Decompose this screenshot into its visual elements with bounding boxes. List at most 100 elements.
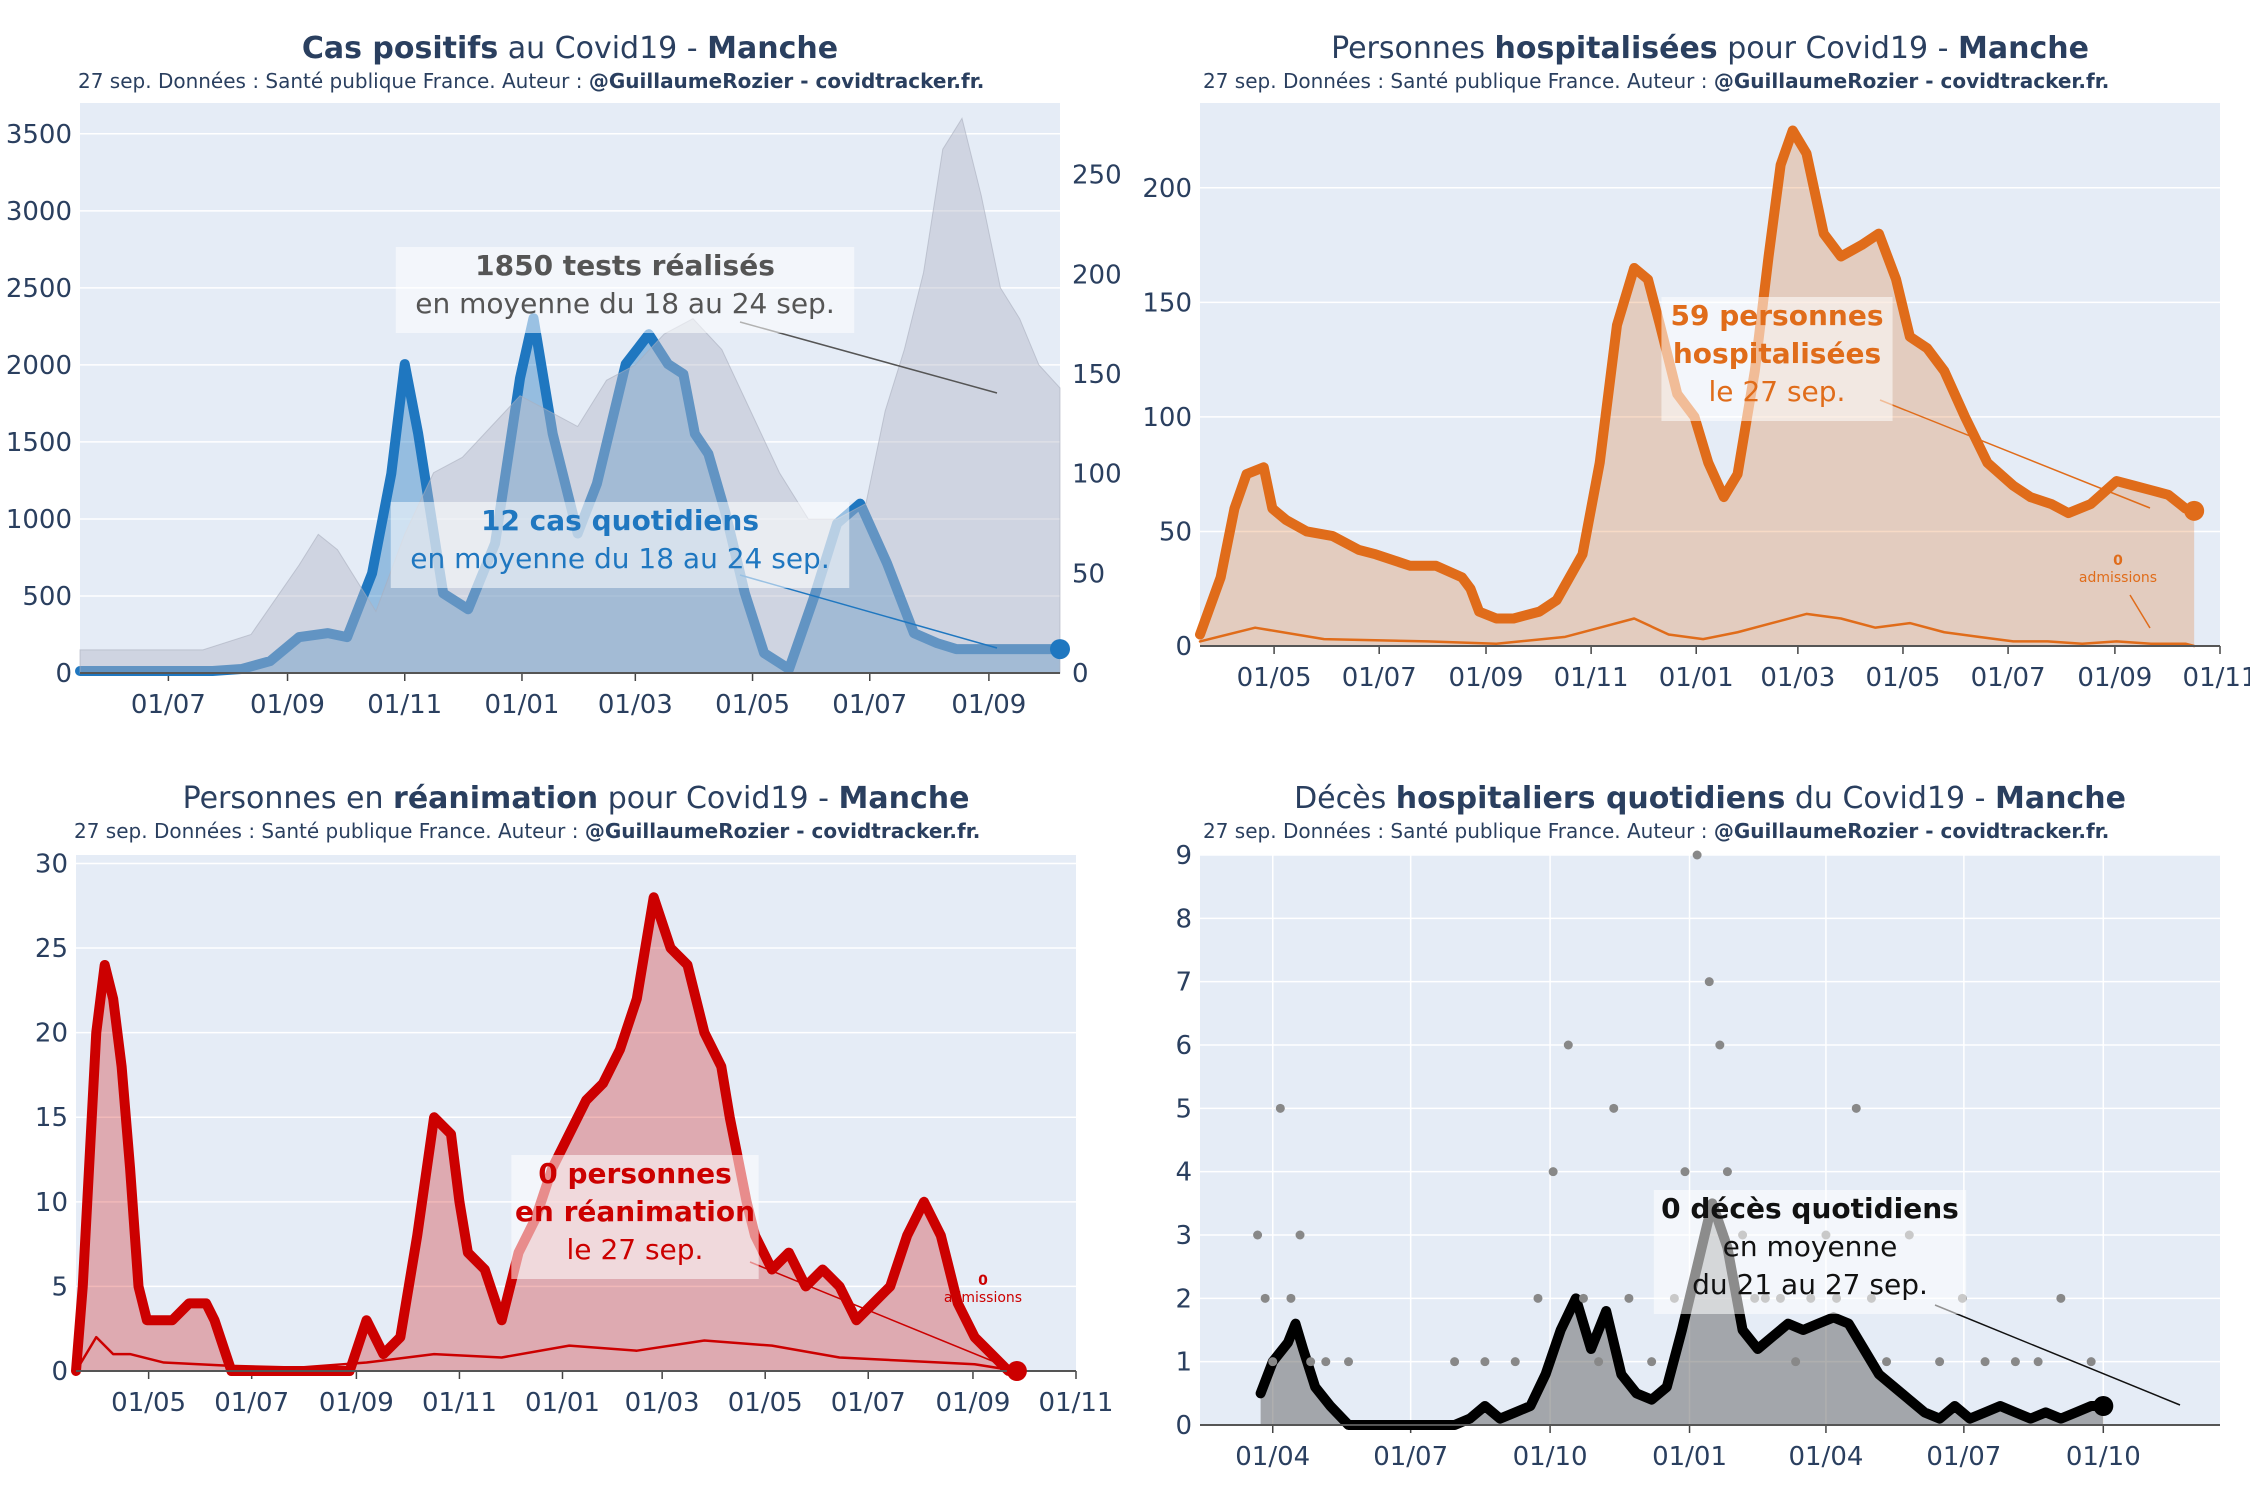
daily-point [2056,1293,2066,1303]
x-tick-label: 01/07 [1926,1442,2001,1472]
x-tick-label: 01/07 [1373,1442,1448,1472]
y-tick-label: 5 [51,1272,68,1302]
series-line [1195,125,2200,640]
daily-point [1510,1357,1520,1367]
x-tick-label: 01/10 [2066,1442,2141,1472]
source-line: 27 sep. Données : Santé publique France.… [1203,69,2109,93]
endpoint-marker [1006,1361,1027,1381]
x-tick-label: 01/09 [319,1388,394,1418]
x-tick-label: 01/07 [1342,663,1417,693]
y-tick-label: 2 [1175,1284,1192,1314]
daily-point [1260,1293,1270,1303]
x-tick-label: 01/03 [625,1388,700,1418]
daily-point [1715,1040,1725,1050]
chart-title: Cas positifs au Covid19 - Manche [302,31,838,66]
series-line [75,313,1065,677]
daily-point [1704,977,1714,987]
x-tick-label: 01/09 [935,1388,1010,1418]
x-tick-label: 01/01 [1659,663,1734,693]
title-part: du Covid19 - [1785,781,1995,816]
x-tick-label: 01/03 [1760,663,1835,693]
daily-point [1980,1357,1990,1367]
source-line: 27 sep. Données : Santé publique France.… [78,69,984,93]
chart-rea: Personnes en réanimation pour Covid19 - … [35,781,1114,1418]
x-tick-label: 01/09 [1449,663,1524,693]
y-tick-label: 3 [1175,1221,1192,1251]
y-tick-label: 1 [1175,1348,1192,1378]
y-tick-label: 1500 [6,428,72,458]
title-part: au Covid19 - [498,31,707,66]
x-tick-label: 01/07 [1971,663,2046,693]
y-tick-label: 100 [1142,403,1192,433]
source-line: 27 sep. Données : Santé publique France.… [74,819,980,843]
y-tick-label: 0 [51,1357,68,1387]
annotation-text: en moyenne du 18 au 24 sep. [410,542,829,575]
y-tick-label: 10 [35,1188,68,1218]
daily-point [1624,1293,1634,1303]
annotation-arrow [2129,594,2151,629]
annotation-arrow [1879,399,2151,509]
annotation-text: en moyenne [1723,1230,1898,1263]
y2-tick-label: 0 [1072,659,1089,689]
title-part: Manche [707,31,838,66]
author-text: @GuillaumeRozier - covidtracker.fr. [585,819,980,843]
endpoint-marker [2184,500,2205,521]
x-tick-label: 01/04 [1788,1442,1863,1472]
daily-point [1275,1103,1285,1113]
daily-point [1548,1167,1558,1177]
annotation-text: admissions [2079,570,2157,586]
y-tick-label: 0 [55,659,72,689]
annotation-text: le 27 sep. [567,1233,704,1266]
x-tick-label: 01/04 [1235,1442,1310,1472]
daily-point [1692,850,1702,860]
author-text: @GuillaumeRozier - covidtracker.fr. [589,69,984,93]
title-part: réanimation [393,781,598,816]
series-area [1260,1203,2104,1425]
daily-point [1935,1357,1945,1367]
y-tick-label: 9 [1175,841,1192,871]
title-part: Cas positifs [302,31,498,66]
x-tick-label: 01/03 [598,690,673,720]
daily-point [1533,1293,1543,1303]
y-tick-label: 30 [35,849,68,879]
x-tick-label: 01/07 [131,690,206,720]
title-part: Manche [1958,31,2089,66]
y-tick-label: 7 [1175,968,1192,998]
y2-tick-label: 150 [1072,360,1122,390]
y-tick-label: 50 [1159,517,1192,547]
x-tick-label: 01/07 [214,1388,289,1418]
y-tick-label: 500 [22,582,72,612]
annotation-text: 0 [2113,553,2123,569]
y-tick-label: 0 [1175,632,1192,662]
annotation-box [395,247,855,333]
daily-point [2010,1357,2020,1367]
daily-point [1594,1357,1604,1367]
title-part: pour Covid19 - [598,781,838,816]
title-part: Personnes en [183,781,393,816]
annotation-text: en moyenne du 18 au 24 sep. [415,287,834,320]
x-tick-label: 01/11 [1039,1388,1114,1418]
daily-point [1286,1293,1296,1303]
annotation-text: 0 personnes [538,1157,732,1190]
endpoint-marker [2093,1396,2114,1416]
series-area [80,318,1060,673]
y-tick-label: 20 [35,1019,68,1049]
daily-point [1680,1167,1690,1177]
x-tick-label: 01/09 [951,690,1026,720]
x-tick-label: 01/05 [715,690,790,720]
series-area [1200,130,2195,647]
annotation-box [390,502,850,588]
x-tick-label: 01/11 [422,1388,497,1418]
annotation-text: 0 décès quotidiens [1661,1192,1959,1225]
x-tick-label: 01/01 [1652,1442,1727,1472]
annotation-text: admissions [944,1290,1022,1306]
annotation-arrow [1934,1304,2181,1406]
y2-tick-label: 200 [1072,260,1122,290]
y-tick-label: 25 [35,934,68,964]
x-tick-label: 01/05 [1866,663,1941,693]
source-text: 27 sep. Données : Santé publique France.… [1203,819,1714,843]
source-text: 27 sep. Données : Santé publique France.… [78,69,589,93]
author-text: @GuillaumeRozier - covidtracker.fr. [1714,819,2109,843]
daily-point [1722,1167,1732,1177]
